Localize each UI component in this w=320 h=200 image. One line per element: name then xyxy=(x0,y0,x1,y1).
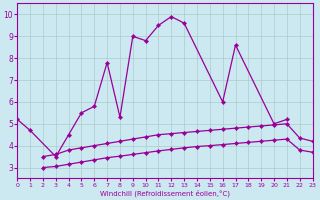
X-axis label: Windchill (Refroidissement éolien,°C): Windchill (Refroidissement éolien,°C) xyxy=(100,189,230,197)
